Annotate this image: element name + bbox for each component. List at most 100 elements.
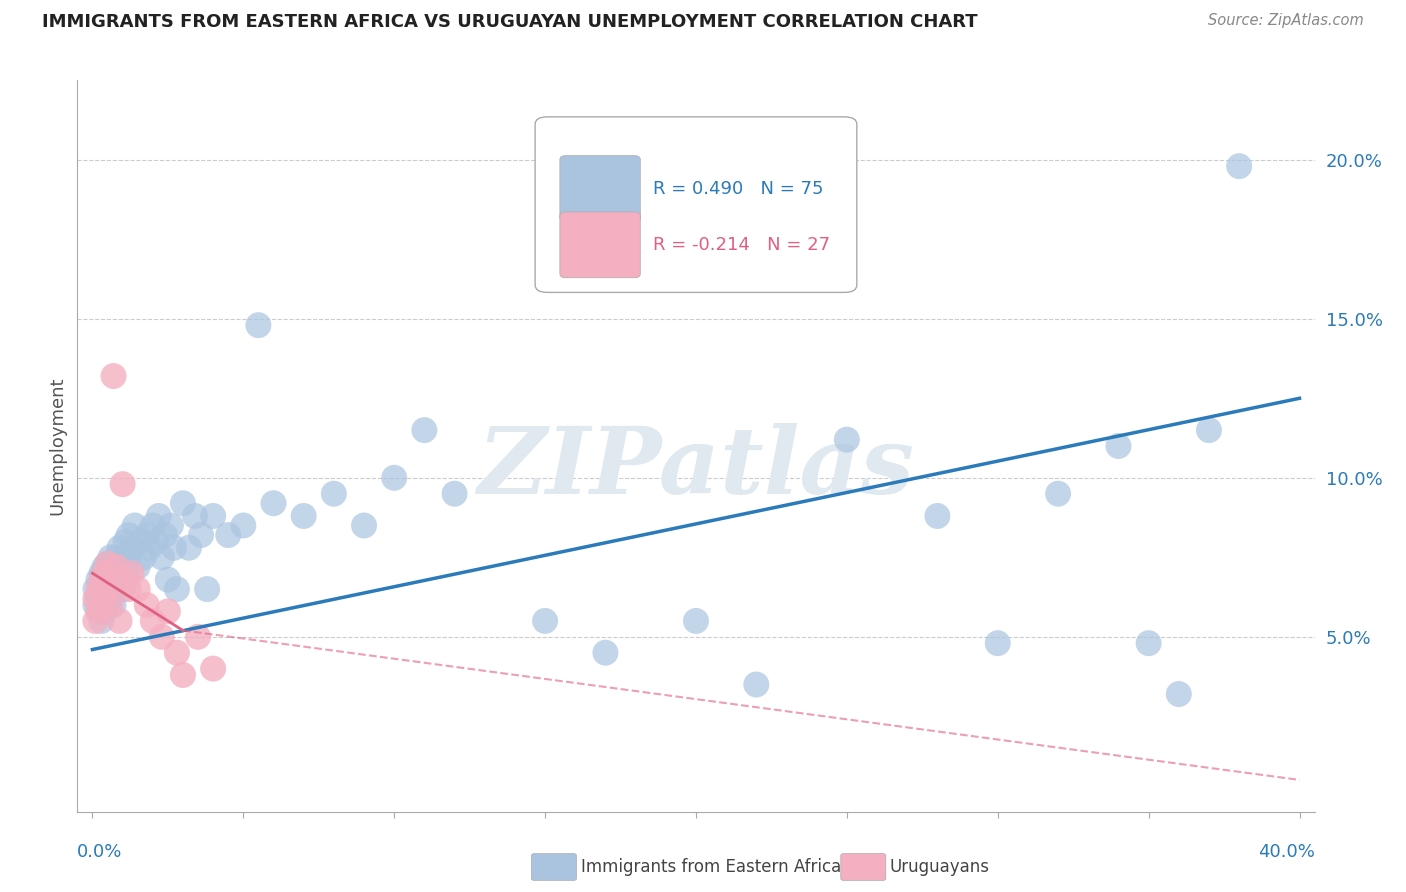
Point [1107,439,1129,453]
Point [595,646,617,660]
Point [114,534,136,549]
Point [163,541,186,555]
Point [93,591,115,606]
Point [100,550,122,565]
Point [156,573,179,587]
Point [232,518,254,533]
Point [103,566,125,581]
Point [987,636,1010,650]
Point [108,559,131,574]
Point [105,573,128,587]
Point [96,582,118,596]
Point [382,471,405,485]
Point [1167,687,1189,701]
Point [90,573,112,587]
Point [96,557,118,571]
Point [413,423,436,437]
Point [166,582,188,596]
Point [187,630,209,644]
Point [100,573,122,587]
Point [87,604,110,618]
Point [685,614,707,628]
Point [247,318,270,333]
Point [111,557,134,571]
Point [1047,486,1070,500]
Point [534,614,557,628]
Point [103,598,125,612]
Point [127,582,149,596]
Text: Immigrants from Eastern Africa: Immigrants from Eastern Africa [581,858,841,876]
Point [96,598,118,612]
Text: Uruguayans: Uruguayans [890,858,990,876]
Point [263,496,285,510]
FancyBboxPatch shape [560,155,640,221]
Point [90,614,112,628]
Point [90,591,112,606]
Point [105,550,128,565]
Text: R = 0.490   N = 75: R = 0.490 N = 75 [652,179,823,197]
Point [1227,159,1250,173]
Point [108,541,131,555]
Point [90,566,112,581]
Point [96,557,118,571]
Point [172,496,194,510]
Point [124,518,146,533]
Point [84,598,107,612]
Point [190,528,212,542]
Point [443,486,465,500]
Point [177,541,200,555]
Text: 0.0%: 0.0% [77,843,122,861]
Point [835,433,858,447]
Point [117,528,139,542]
Point [129,534,152,549]
Point [90,598,112,612]
Point [132,550,155,565]
Point [93,559,115,574]
Point [114,566,136,581]
Point [142,518,165,533]
Point [135,528,157,542]
Point [322,486,344,500]
Point [108,614,131,628]
Text: ZIPatlas: ZIPatlas [478,423,914,513]
Point [202,508,225,523]
Point [172,668,194,682]
Point [100,598,122,612]
Point [150,550,173,565]
Point [121,566,143,581]
Point [1198,423,1220,437]
Point [166,646,188,660]
Point [156,604,179,618]
FancyBboxPatch shape [560,212,640,277]
Point [87,573,110,587]
Text: Source: ZipAtlas.com: Source: ZipAtlas.com [1208,13,1364,29]
Point [135,598,157,612]
Point [927,508,949,523]
Point [103,369,125,384]
Point [100,591,122,606]
Point [111,477,134,491]
Point [87,582,110,596]
Point [93,582,115,596]
Point [127,559,149,574]
Point [84,582,107,596]
Point [84,591,107,606]
Point [87,604,110,618]
Text: 40.0%: 40.0% [1258,843,1315,861]
Point [145,534,167,549]
Point [292,508,315,523]
Point [745,677,768,691]
Point [148,508,170,523]
Point [202,662,225,676]
Point [150,630,173,644]
Point [117,582,139,596]
Point [87,589,110,603]
Point [142,614,165,628]
Point [160,518,183,533]
Text: R = -0.214   N = 27: R = -0.214 N = 27 [652,235,830,254]
Point [139,541,162,555]
Point [111,582,134,596]
Text: IMMIGRANTS FROM EASTERN AFRICA VS URUGUAYAN UNEMPLOYMENT CORRELATION CHART: IMMIGRANTS FROM EASTERN AFRICA VS URUGUA… [42,13,977,31]
Point [153,528,176,542]
Point [93,566,115,581]
